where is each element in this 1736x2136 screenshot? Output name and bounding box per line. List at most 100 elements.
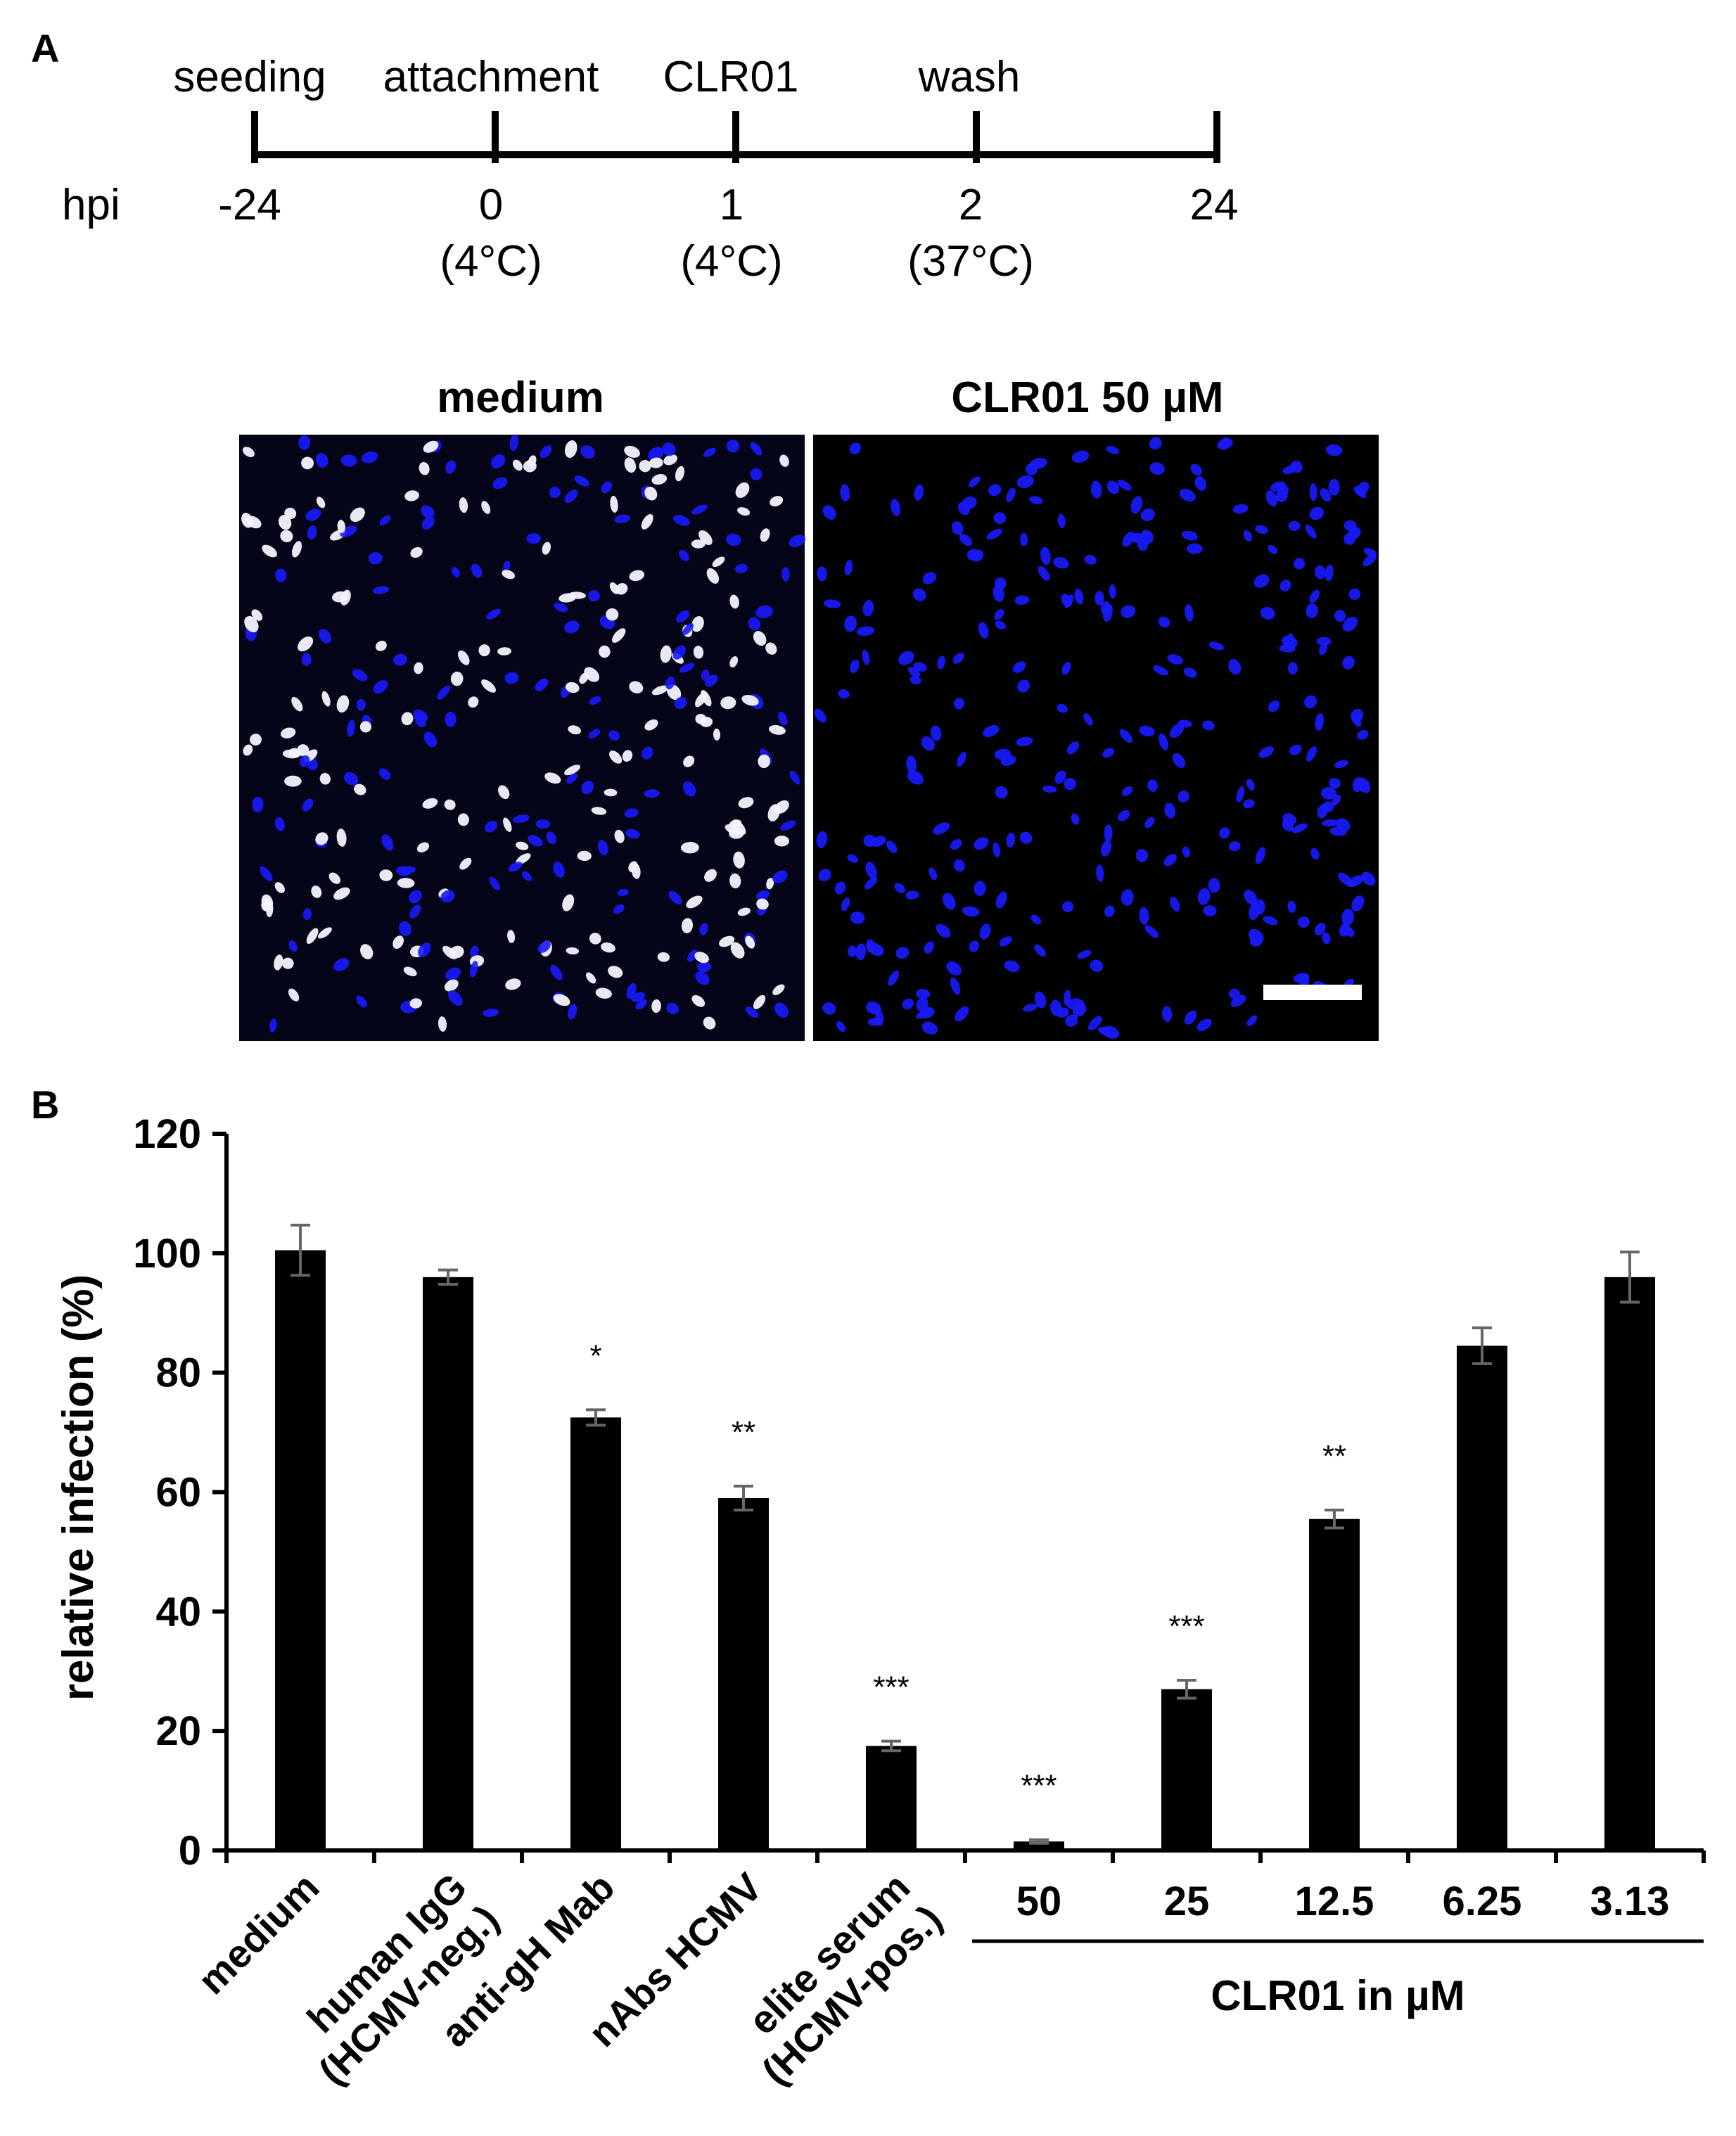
x-tick-label: 50 [1016,1879,1062,1924]
nucleus [850,911,865,924]
infected-nucleus [579,672,589,684]
infected-nucleus [459,497,468,513]
nucleus [662,442,676,456]
nucleus [361,451,378,463]
nucleus [1106,445,1120,454]
nucleus [1322,819,1339,827]
infected-nucleus [419,461,430,475]
nucleus [913,662,927,672]
nucleus [682,623,694,635]
infected-nucleus [737,907,751,916]
nucleus [275,568,287,582]
infected-nucleus [315,832,328,845]
nucleus [1181,530,1198,541]
nucleus [378,768,391,780]
nucleus [1320,787,1337,800]
infected-nucleus [651,474,668,485]
infected-nucleus [241,513,253,528]
nucleus [504,672,519,684]
infected-nucleus [291,696,303,712]
nucleus [1017,679,1030,693]
nucleus [1121,605,1136,618]
nucleus [1152,665,1169,676]
nucleus [1236,786,1245,802]
nucleus [340,454,357,467]
nucleus [274,817,285,831]
infected-nucleus [683,755,695,767]
nucleus [1343,532,1356,545]
group-label: CLR01 in µM [1211,1972,1464,2019]
nucleus [701,669,710,682]
nucleus [1090,480,1102,499]
nucleus [745,1006,759,1018]
nucleus [953,859,965,872]
infected-nucleus [657,952,670,962]
nucleus [849,442,862,454]
nucleus [1228,988,1240,999]
nucleus [1118,810,1130,821]
x-tick-label: 3.13 [1590,1879,1670,1924]
nucleus [1064,594,1074,608]
nucleus [1341,924,1355,938]
nucleus [631,992,645,1002]
nucleus [1139,725,1155,737]
infected-nucleus [680,841,699,854]
nucleus [509,434,518,452]
nucleus [1268,701,1280,712]
timeline-unit-label: hpi [62,181,120,229]
nucleus [907,770,924,785]
nucleus [423,731,438,748]
infected-nucleus [720,696,736,710]
nucleus [1109,584,1116,599]
nucleus [490,454,506,469]
nucleus [1038,565,1050,581]
nucleus [962,496,977,510]
infected-nucleus [612,628,626,643]
nucleus [974,837,989,850]
nucleus [1029,457,1047,470]
nucleus [699,923,708,935]
nucleus [814,708,826,723]
nucleus [906,755,917,773]
infected-nucleus [691,539,706,549]
nucleus [930,725,942,741]
nucleus [1228,841,1241,852]
nucleus [679,549,689,561]
nucleus [483,1009,499,1017]
nucleus [894,883,905,893]
nucleus [952,653,964,664]
nucleus [1243,799,1255,809]
nucleus [1228,658,1242,675]
nucleus [968,476,981,487]
nucleus [1019,532,1028,546]
infected-nucleus [568,725,581,735]
infected-nucleus [729,819,742,829]
bar [866,1746,917,1850]
infected-nucleus [311,885,322,898]
nucleus [409,904,421,919]
infected-nucleus [422,798,438,809]
nucleus [528,835,543,847]
nucleus [986,528,1003,540]
nucleus [396,866,411,876]
nucleus [726,533,741,546]
nucleus [679,663,695,673]
infected-nucleus [614,829,625,843]
infected-nucleus [756,898,769,910]
infected-nucleus [297,744,309,757]
nucleus [535,678,549,691]
bar [1161,1689,1212,1850]
infected-nucleus [512,459,523,471]
nucleus [1282,465,1297,475]
infected-nucleus [503,817,512,832]
nucleus [888,970,900,986]
infected-nucleus [609,582,619,594]
nucleus [373,679,388,694]
nucleus [513,814,530,823]
infected-nucleus [589,933,601,945]
panel-b-label: B [31,1082,59,1127]
nucleus [1104,905,1115,918]
nucleus [1329,778,1341,789]
infected-nucleus [737,507,751,516]
nucleus [1232,504,1249,514]
